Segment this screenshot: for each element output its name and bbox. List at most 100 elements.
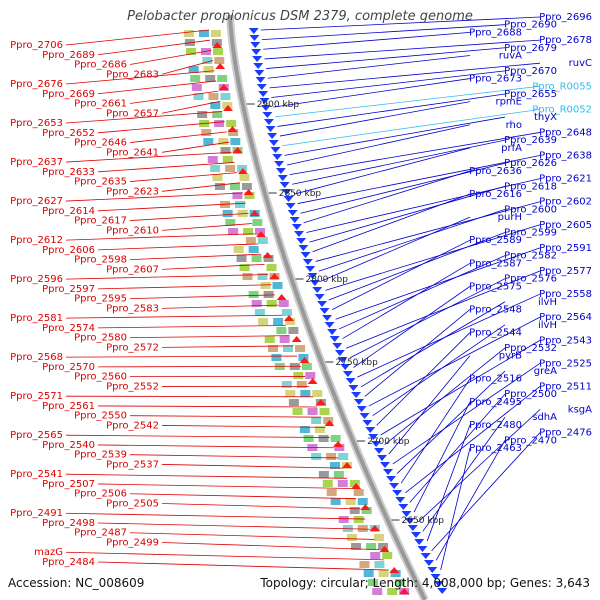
feature-block (244, 192, 255, 199)
forward-strand-arrow (299, 357, 310, 363)
feature-block (285, 318, 296, 325)
feature-block (285, 390, 296, 397)
forward-strand-arrow (307, 378, 318, 384)
reverse-strand-arrow (353, 399, 364, 405)
feature-block (183, 30, 194, 37)
leader-line (284, 116, 506, 156)
reverse-strand-arrow (267, 133, 278, 139)
leader-line (273, 78, 471, 108)
gene-label: Ppro_2577 (539, 266, 592, 277)
reverse-strand-arrow (289, 217, 300, 223)
gene-label: Ppro_2463 (469, 443, 522, 454)
feature-block (326, 489, 337, 496)
reverse-strand-arrow (407, 525, 418, 531)
feature-block (346, 534, 357, 541)
feature-block (322, 480, 333, 487)
feature-block (268, 345, 279, 352)
feature-block (366, 543, 377, 550)
gene-label: rpmE (495, 97, 522, 108)
feature-block (222, 102, 233, 109)
leader-line (65, 314, 283, 319)
feature-block (222, 210, 233, 217)
leader-line (161, 182, 240, 192)
gene-label: Ppro_2598 (74, 255, 127, 266)
reverse-strand-arrow (404, 518, 415, 524)
gene-label: Ppro_2568 (10, 352, 63, 363)
gene-label: Ppro_2550 (74, 411, 127, 422)
leader-line (129, 415, 322, 418)
reverse-strand-arrow (383, 469, 394, 475)
gene-label: Ppro_2572 (106, 342, 159, 353)
feature-block (353, 516, 364, 523)
reverse-strand-arrow (291, 224, 302, 230)
feature-block (271, 354, 282, 361)
feature-block (300, 390, 311, 397)
feature-block (258, 318, 269, 325)
feature-block (338, 453, 349, 460)
feature-block (361, 507, 372, 514)
reverse-strand-arrow (324, 322, 335, 328)
feature-block (212, 174, 223, 181)
forward-strand-arrow (215, 63, 226, 69)
leader-line (161, 503, 361, 510)
gene-label: sdhA (532, 412, 557, 423)
leader-line (328, 232, 506, 301)
leader-line (303, 170, 471, 224)
leader-line (392, 363, 541, 465)
forward-strand-arrow (232, 147, 243, 153)
gene-label: Ppro_2505 (106, 498, 159, 509)
leader-line (271, 70, 506, 98)
gene-label: Ppro_2591 (539, 243, 592, 254)
reverse-strand-arrow (317, 301, 328, 307)
gene-label: Ppro_2500 (504, 389, 557, 400)
feature-block (233, 246, 244, 253)
leader-line (161, 542, 380, 551)
gene-label: ilvH (538, 297, 557, 308)
forward-strand-arrow (379, 546, 390, 552)
reverse-strand-arrow (302, 259, 313, 265)
feature-block (208, 93, 219, 100)
feature-block (202, 57, 213, 64)
reverse-strand-arrow (392, 490, 403, 496)
reverse-strand-arrow (255, 77, 266, 83)
leader-line (418, 409, 541, 523)
gene-label: Ppro_2581 (10, 313, 63, 324)
feature-block (334, 444, 345, 451)
feature-block (264, 336, 275, 343)
feature-block (205, 75, 216, 82)
leader-line (292, 139, 506, 185)
feature-block (191, 84, 202, 91)
feature-block (311, 453, 322, 460)
leader-line (261, 24, 506, 41)
gene-label: Ppro_2565 (10, 430, 63, 441)
gene-label: Ppro_2627 (10, 196, 63, 207)
feature-block (193, 93, 204, 100)
leader-line (65, 355, 298, 358)
feature-block (292, 408, 303, 415)
feature-block (394, 579, 405, 586)
gene-label: ruvA (499, 50, 522, 61)
leader-line (129, 454, 339, 459)
reverse-strand-arrow (401, 511, 412, 517)
gene-label: Ppro_2673 (469, 74, 522, 85)
gene-label: Ppro_2688 (469, 27, 522, 38)
feature-block (210, 102, 221, 109)
gene-label: Ppro_2507 (42, 479, 95, 490)
gene-label: Ppro_2476 (539, 428, 592, 439)
leader-line (129, 335, 290, 339)
reverse-strand-arrow (263, 119, 274, 125)
leader-line (65, 434, 330, 438)
feature-block (378, 570, 389, 577)
reverse-strand-arrow (345, 378, 356, 384)
gene-label: Ppro_2589 (469, 235, 522, 246)
leader-line (129, 90, 219, 104)
leader-line (129, 131, 227, 143)
feature-block (260, 282, 271, 289)
reverse-strand-arrow (351, 392, 362, 398)
leader-line (289, 132, 541, 176)
reverse-strand-arrow (265, 126, 276, 132)
gene-label: thyX (534, 112, 557, 123)
reverse-strand-arrow (249, 35, 260, 41)
leader-line (388, 355, 471, 455)
